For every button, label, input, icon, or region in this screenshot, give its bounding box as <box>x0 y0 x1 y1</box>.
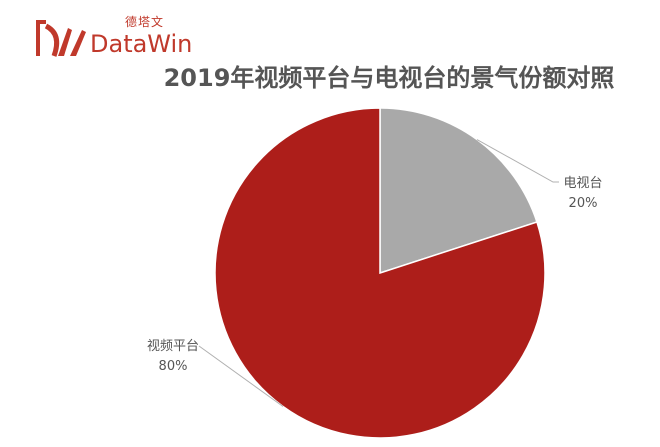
slice-pct-0: 20% <box>569 196 598 211</box>
datawin-logo: 德塔文 DataWin <box>32 10 192 64</box>
slice-pct-1: 80% <box>159 359 188 374</box>
chart-title: 2019年视频平台与电视台的景气份额对照 <box>163 64 615 92</box>
leader-line-1 <box>198 345 284 407</box>
brand-en-name: DataWin <box>90 30 193 58</box>
slice-label-0: 电视台 <box>563 176 602 191</box>
datawin-logo-mark-icon <box>36 20 86 57</box>
slice-label-1: 视频平台 <box>147 339 199 354</box>
pie-slice-0 <box>379 107 538 275</box>
brand-cn-name: 德塔文 <box>125 15 165 29</box>
leader-line-0 <box>476 139 559 183</box>
